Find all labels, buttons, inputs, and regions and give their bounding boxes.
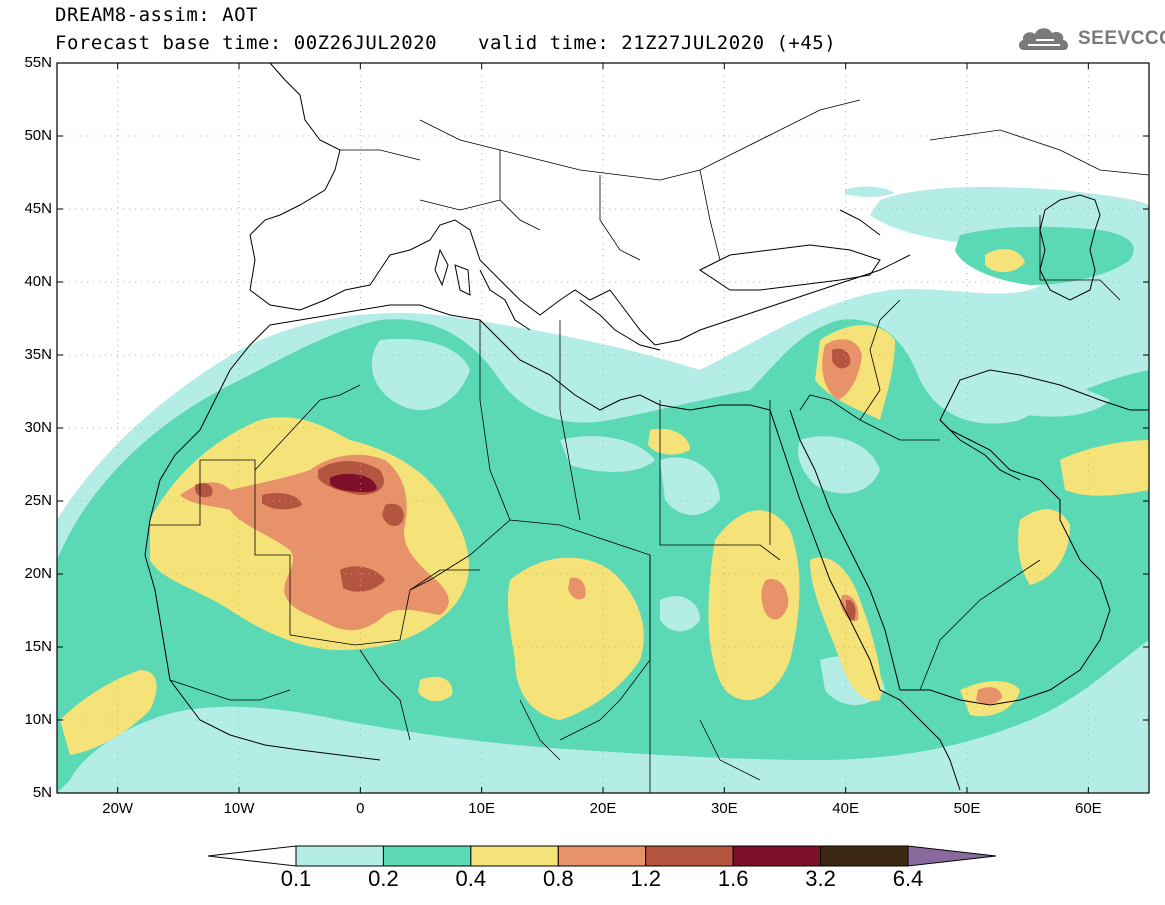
colorbar-label: 6.4: [892, 866, 924, 891]
lat-label: 45N: [24, 200, 52, 217]
coastlines: [144, 63, 1149, 791]
lat-label: 40N: [24, 273, 52, 290]
logo-text: SEEVCCC: [1078, 28, 1165, 49]
lon-label: 20W: [102, 800, 134, 817]
colorbar-label: 0.2: [368, 866, 399, 891]
forecast-base-time: Forecast base time: 00Z26JUL2020: [55, 32, 438, 54]
cloud-icon: [1018, 28, 1069, 50]
aot-band-1.6: [330, 473, 377, 492]
axis-ticks: [57, 62, 1149, 794]
valid-time: valid time: 21Z27JUL2020 (+45): [478, 32, 837, 54]
lon-label: 10E: [468, 800, 496, 817]
lon-label: 40E: [832, 800, 860, 817]
colorbar-label: 1.2: [630, 866, 661, 891]
lon-label: 50E: [953, 800, 981, 817]
lat-label: 25N: [24, 492, 52, 509]
colorbar-box: [382, 845, 472, 867]
colorbar-box: [295, 845, 384, 867]
lon-label: 0: [356, 800, 365, 817]
seevccc-logo: SEEVCCC: [1016, 22, 1165, 56]
colorbar-label: 1.6: [717, 866, 749, 891]
map-title: DREAM8-assim: AOT: [55, 4, 258, 26]
country-borders: [150, 99, 1149, 793]
lat-label: 50N: [24, 127, 52, 144]
lat-label: 5N: [32, 784, 52, 801]
aot-band-0.8: [180, 339, 1002, 705]
colorbar-label: 0.1: [280, 866, 312, 891]
colorbar-label: 0.4: [455, 866, 487, 891]
lat-label: 35N: [24, 346, 52, 363]
lat-label: 55N: [24, 54, 52, 71]
graticule: [57, 63, 1149, 793]
lon-label: 10W: [223, 800, 255, 817]
colorbar-label: 3.2: [805, 866, 836, 891]
lat-label: 15N: [24, 638, 52, 655]
lat-label: 20N: [24, 565, 52, 582]
colorbar-over-triangle: [907, 845, 997, 867]
colorbar-label: 0.8: [542, 866, 574, 891]
lon-label: 60E: [1074, 800, 1102, 817]
lon-label: 30E: [710, 800, 738, 817]
colorbar-box: [732, 845, 822, 867]
colorbar-box: [557, 845, 647, 867]
lat-label: 30N: [24, 419, 52, 436]
colorbar-box: [820, 845, 909, 867]
lat-label: 10N: [24, 711, 52, 728]
colorbar-box: [645, 845, 734, 867]
colorbar-box: [470, 845, 559, 867]
colorbar-under-triangle: [207, 845, 297, 867]
lon-label: 20E: [589, 800, 617, 817]
